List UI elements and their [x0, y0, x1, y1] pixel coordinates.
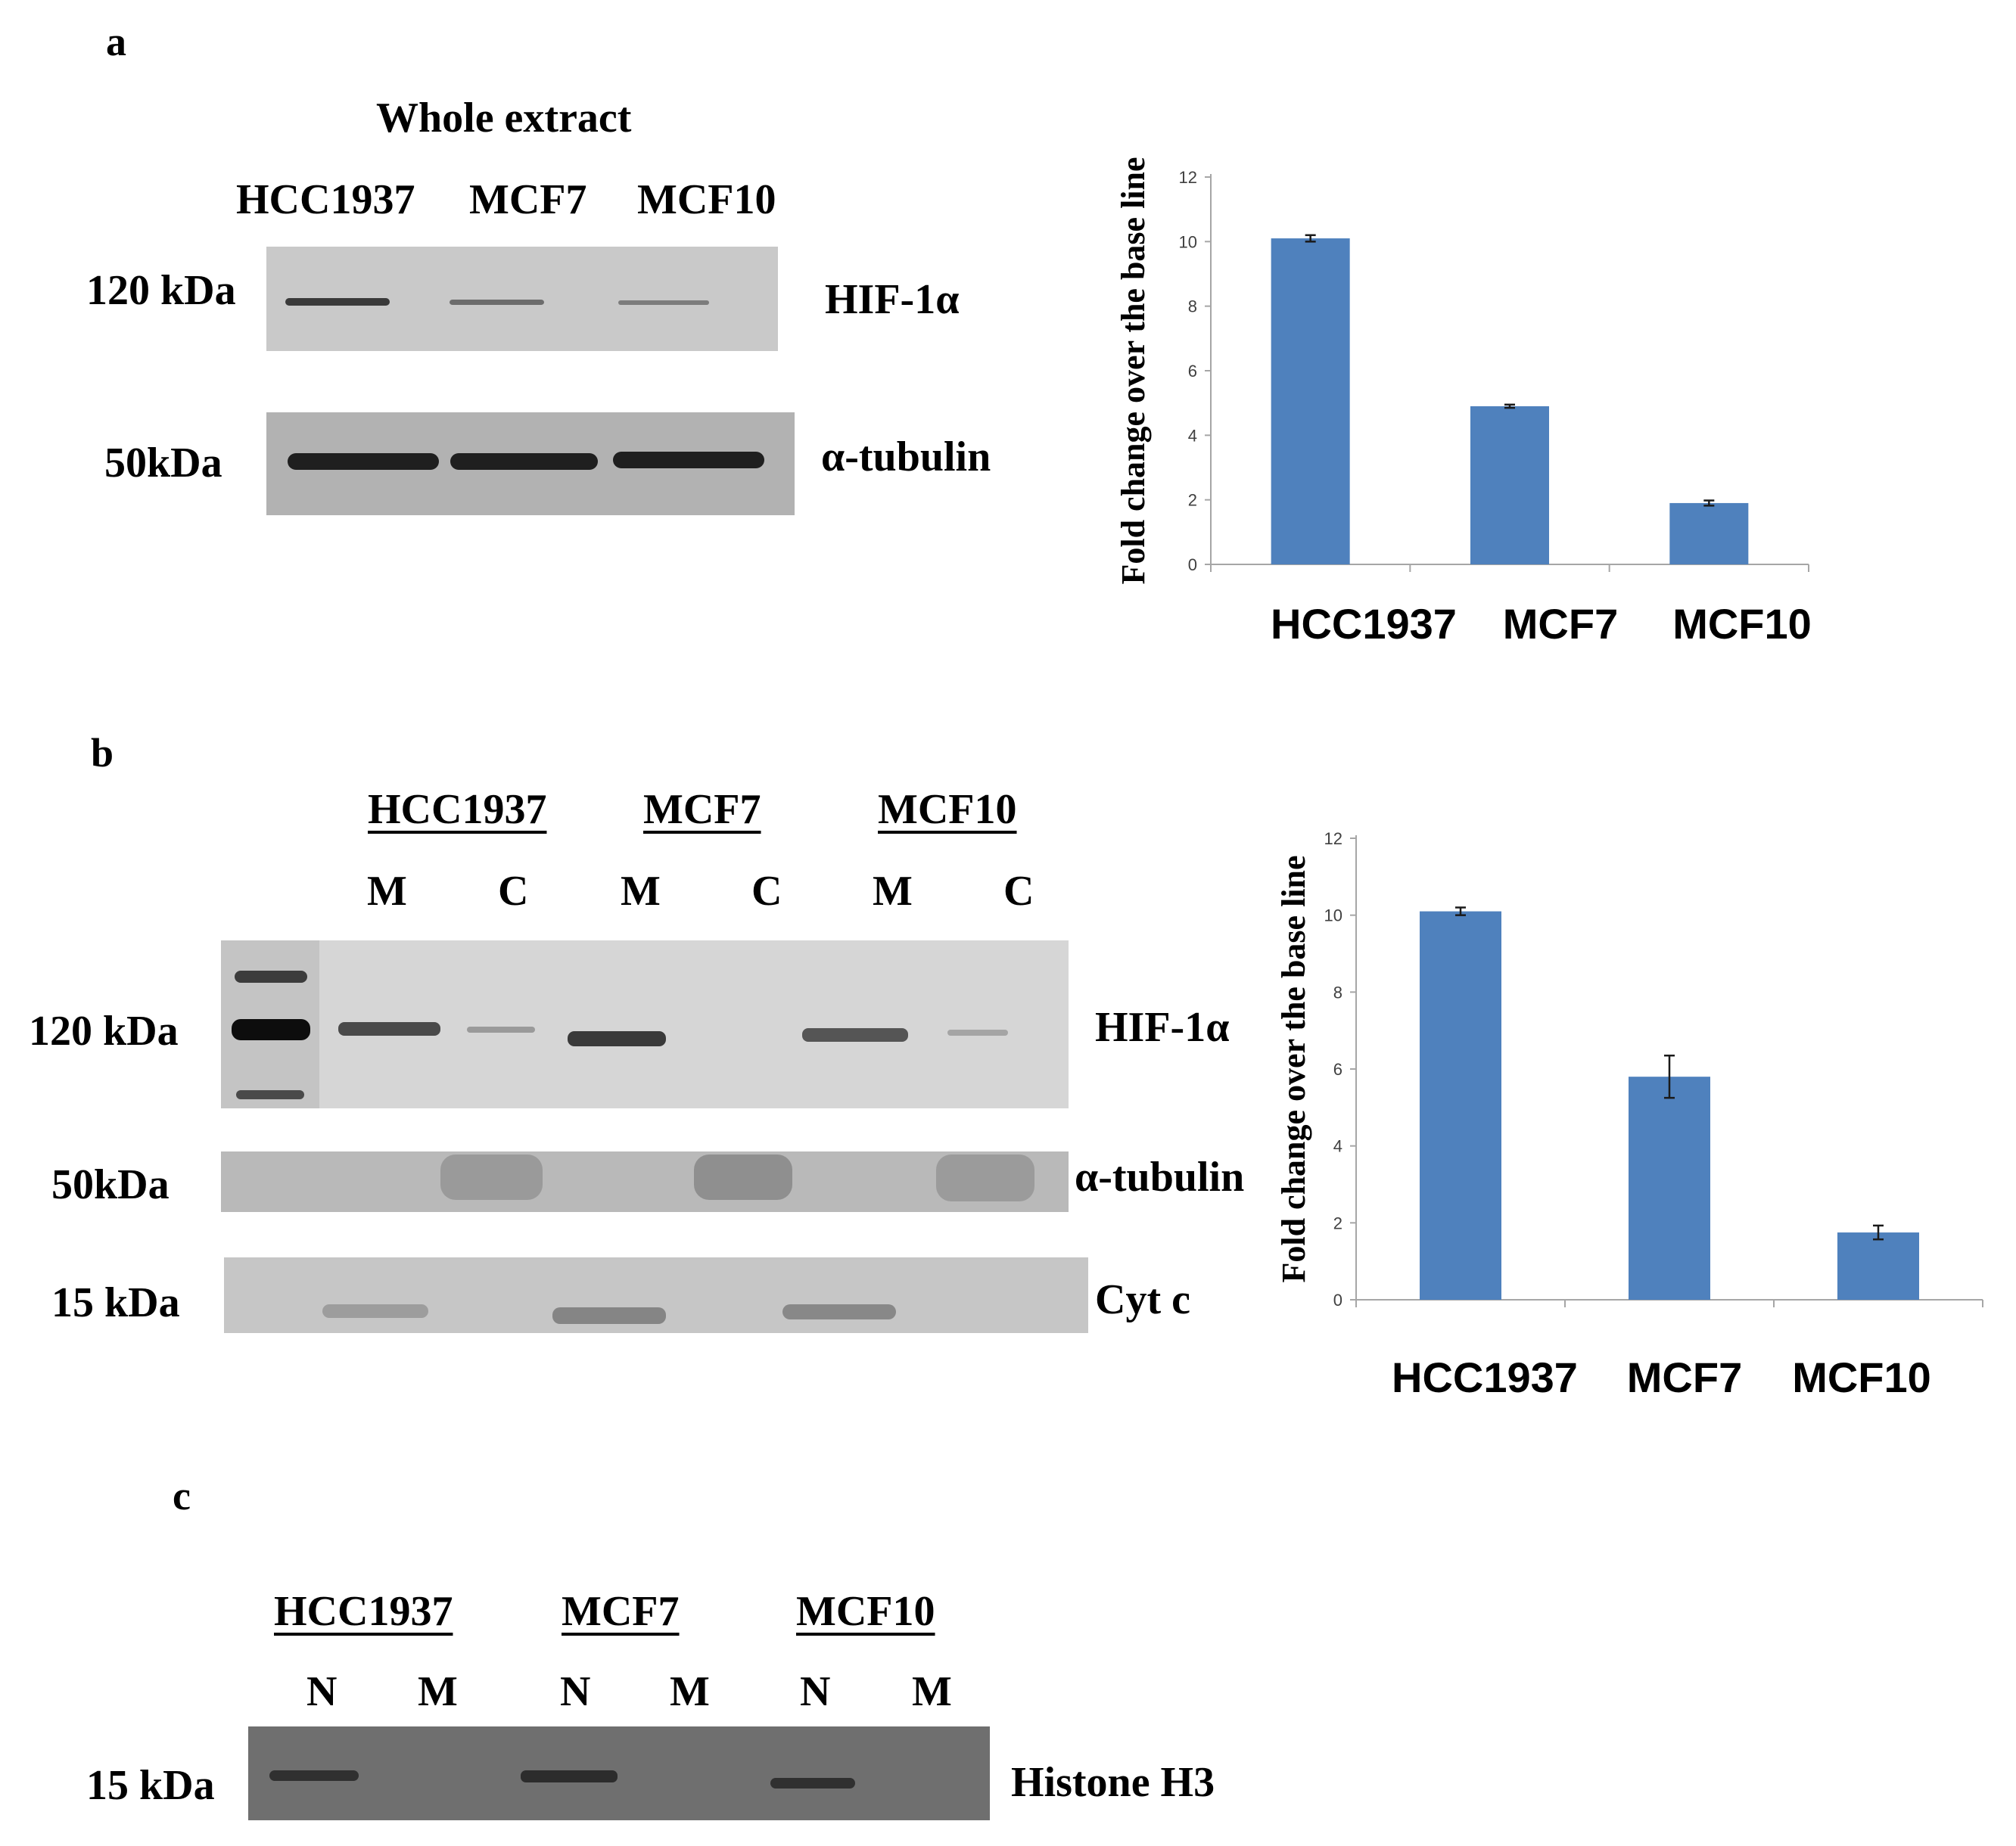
blot-a-lane-label: MCF7 — [469, 176, 587, 223]
y-tick-label: 4 — [1333, 1137, 1342, 1156]
band — [269, 1770, 359, 1781]
blot-c-histone-membrane — [248, 1726, 990, 1820]
chart-a: 0 2 4 6 8 10 12 HCC1937 MCF7 MCF10 Fold change ove… — [1115, 157, 1812, 648]
blot-c-fraction-label: M — [418, 1668, 458, 1715]
y-tick-label: 2 — [1333, 1214, 1342, 1232]
blot-a-protein-label: HIF-1α — [825, 276, 960, 323]
blot-c-group-label: HCC1937 — [274, 1588, 453, 1635]
y-tick-label: 10 — [1179, 232, 1197, 251]
blot-b-cytc-membrane — [224, 1257, 1088, 1333]
band — [782, 1304, 896, 1319]
x-category-label: MCF7 — [1503, 600, 1618, 648]
x-category-label: HCC1937 — [1392, 1353, 1578, 1401]
blot-b-fraction-label: C — [1003, 868, 1034, 915]
bar — [1470, 406, 1549, 564]
y-tick-label: 2 — [1188, 491, 1197, 510]
y-tick-label: 8 — [1333, 983, 1342, 1002]
blot-a-title: Whole extract — [376, 95, 632, 141]
blot-b-tubulin-membrane — [221, 1151, 1069, 1212]
blot-c-group-label: MCF10 — [796, 1588, 935, 1635]
x-category-label: MCF10 — [1792, 1353, 1931, 1401]
blot-b-hif1a-membrane — [221, 940, 1069, 1108]
band — [450, 453, 598, 470]
blot-b-protein-label: α-tubulin — [1075, 1154, 1245, 1201]
blot-c-fraction-label: N — [560, 1668, 591, 1715]
blot-a-protein-label: α-tubulin — [821, 434, 991, 480]
bar — [1837, 1232, 1919, 1300]
band — [802, 1028, 908, 1042]
y-axis-label: Fold change over the base line — [1275, 855, 1312, 1282]
ladder-band — [232, 1019, 310, 1040]
y-tick-label: 12 — [1179, 168, 1197, 187]
band — [618, 300, 709, 305]
y-tick-label: 12 — [1324, 829, 1342, 848]
band — [613, 452, 764, 468]
band — [322, 1304, 428, 1318]
y-tick-label: 8 — [1188, 297, 1197, 316]
blot-c-kda-label: 15 kDa — [86, 1762, 215, 1809]
panel-b-label: b — [91, 730, 114, 775]
ladder-band — [235, 971, 307, 983]
band — [521, 1770, 618, 1782]
band — [936, 1155, 1034, 1201]
y-tick-label: 10 — [1324, 906, 1342, 925]
bar — [1629, 1077, 1710, 1300]
y-tick-label: 6 — [1333, 1060, 1342, 1079]
band — [288, 453, 439, 470]
blot-c-group-label: MCF7 — [562, 1588, 680, 1635]
x-category-label: MCF10 — [1672, 600, 1812, 648]
blot-b-protein-label: Cyt c — [1095, 1276, 1190, 1323]
blot-a-kda-label: 50kDa — [104, 440, 222, 486]
chart-b: 0 2 4 6 8 10 12 HCC1937 MCF7 MCF10 Fold change ove… — [1275, 829, 1983, 1401]
band — [947, 1030, 1008, 1036]
blot-c-protein-label: Histone H3 — [1011, 1759, 1215, 1806]
blot-a-kda-label: 120 kDa — [86, 267, 236, 314]
band — [552, 1307, 666, 1324]
panel-a-label: a — [106, 19, 126, 64]
bar — [1669, 502, 1749, 564]
y-tick-label: 0 — [1188, 555, 1197, 574]
band — [285, 298, 390, 306]
blot-b-fraction-label: M — [621, 868, 661, 915]
blot-c-fraction-label: M — [912, 1668, 952, 1715]
band — [450, 300, 544, 305]
blot-c-fraction-label: N — [800, 1668, 831, 1715]
blot-b-group-label: MCF10 — [878, 786, 1017, 833]
blot-a-lane-label: HCC1937 — [236, 176, 415, 223]
blot-b-fraction-label: C — [751, 868, 782, 915]
band — [568, 1031, 666, 1046]
y-axis-label: Fold change over the base line — [1115, 157, 1152, 584]
blot-b-group-label: MCF7 — [643, 786, 761, 833]
band — [440, 1155, 543, 1200]
blot-b-kda-label: 15 kDa — [51, 1279, 180, 1326]
bar — [1420, 911, 1501, 1300]
blot-b-fraction-label: C — [498, 868, 529, 915]
blot-c-fraction-label: N — [306, 1668, 338, 1715]
band — [467, 1027, 535, 1033]
x-category-label: MCF7 — [1627, 1353, 1742, 1401]
blot-b-group-label: HCC1937 — [368, 786, 547, 833]
blot-b-kda-label: 50kDa — [51, 1161, 170, 1208]
blot-a-lane-label: MCF10 — [637, 176, 776, 223]
y-tick-label: 6 — [1188, 362, 1197, 381]
panel-c-label: c — [173, 1473, 191, 1518]
band — [770, 1778, 855, 1789]
x-category-label: HCC1937 — [1271, 600, 1457, 648]
blot-b-fraction-label: M — [873, 868, 913, 915]
ladder-band — [236, 1090, 304, 1099]
band — [338, 1022, 440, 1036]
blot-a-tubulin-membrane — [266, 412, 795, 515]
blot-b-fraction-label: M — [367, 868, 407, 915]
blot-a-hif1a-membrane — [266, 247, 778, 351]
blot-b-protein-label: HIF-1α — [1095, 1004, 1230, 1051]
y-tick-label: 4 — [1188, 426, 1197, 445]
blot-b-kda-label: 120 kDa — [29, 1008, 179, 1055]
bar — [1271, 238, 1350, 564]
band — [694, 1155, 792, 1200]
blot-c-fraction-label: M — [670, 1668, 710, 1715]
y-tick-label: 0 — [1333, 1291, 1342, 1310]
